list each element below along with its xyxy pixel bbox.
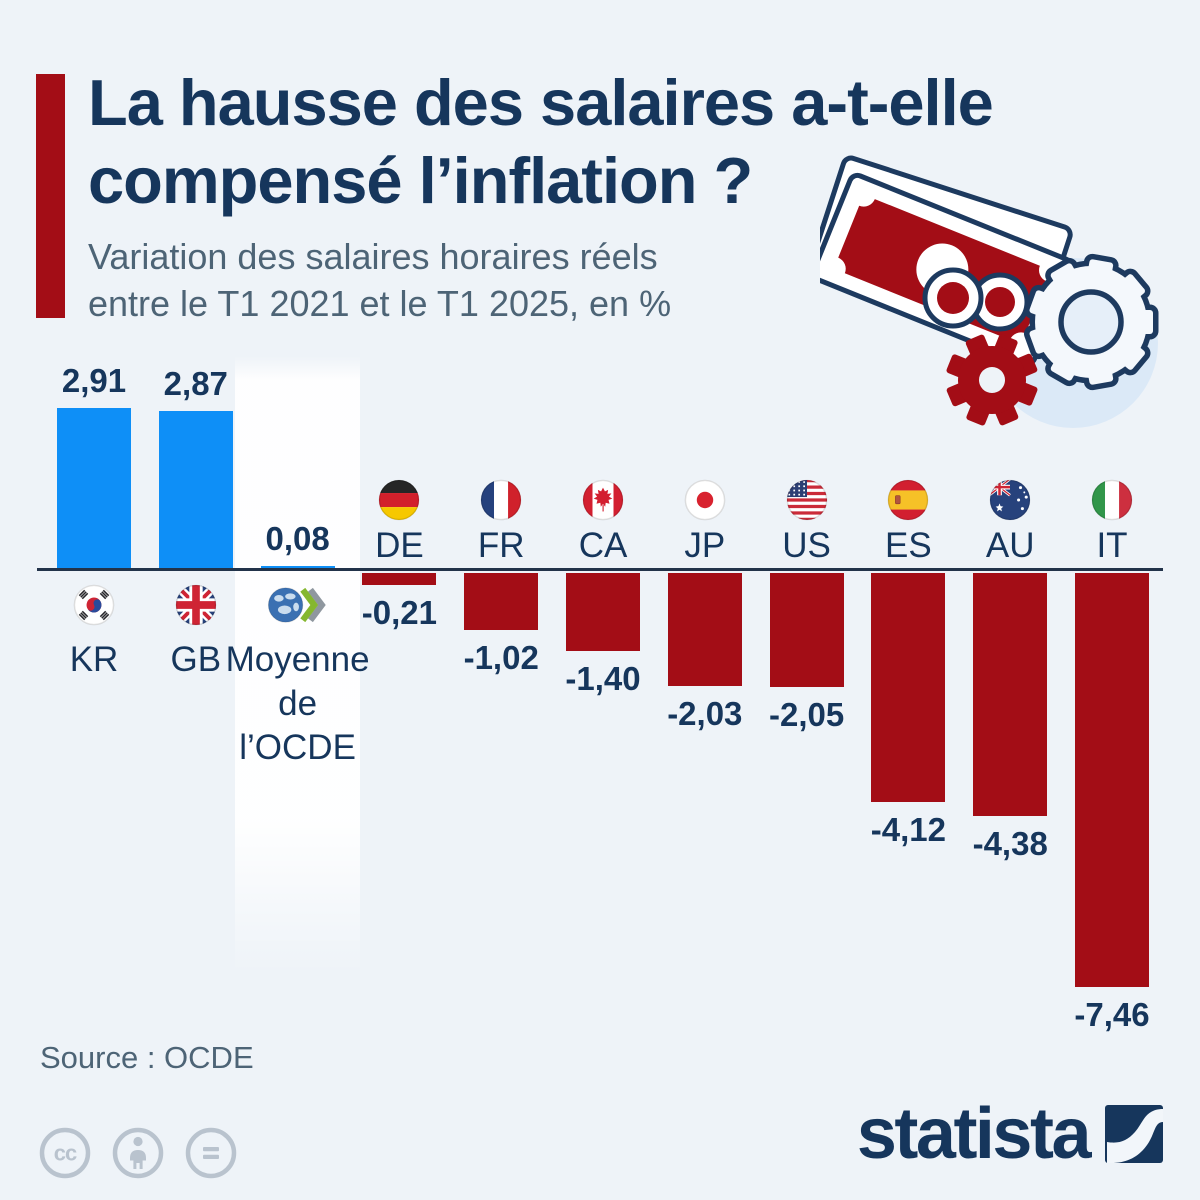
column-fr: -1,02 FR — [450, 340, 552, 1060]
country-label: Moyenne de l’OCDE — [218, 638, 378, 770]
country-label: GB — [170, 640, 222, 679]
ocde-label-line: Moyenne — [225, 640, 370, 679]
money-and-gears-illustration — [820, 155, 1159, 428]
value-label: -2,03 — [667, 694, 743, 732]
column-es: -4,12 ES — [857, 340, 959, 1060]
page-title: La hausse des salaires a-t-elle compensé… — [88, 64, 1088, 220]
column-ocde: 0,08 Moyenne de l’OCDE — [226, 340, 370, 1060]
bar — [362, 573, 437, 585]
column-gb: 2,87 GB — [145, 340, 247, 1060]
column-au: -4,38 — [959, 340, 1061, 1060]
title-line-2: compensé l’inflation ? — [88, 144, 753, 217]
bar — [973, 573, 1048, 817]
country-label: CA — [578, 526, 628, 565]
attribution-icon — [112, 1127, 164, 1179]
bar — [158, 410, 233, 570]
source-label: Source : OCDE — [40, 1040, 254, 1075]
statista-wordmark: statista — [856, 1094, 1092, 1174]
subtitle-line-2: entre le T1 2021 et le T1 2025, en % — [88, 282, 672, 324]
chart-subtitle: Variation des salaires horaires réels en… — [88, 234, 1088, 328]
france-flag-icon — [480, 479, 522, 521]
italy-flag-icon — [1091, 479, 1133, 521]
bar — [57, 408, 131, 570]
country-label: IT — [1096, 526, 1128, 565]
united-states-flag-icon — [786, 479, 828, 521]
canada-flag-icon — [582, 479, 624, 521]
zero-baseline — [37, 568, 1163, 571]
statista-logo: statista — [857, 1098, 1163, 1170]
svg-text:cc: cc — [54, 1141, 77, 1166]
bar — [1075, 573, 1149, 988]
country-label: KR — [69, 640, 119, 679]
country-label: AU — [985, 526, 1035, 565]
header: La hausse des salaires a-t-elle compensé… — [88, 64, 1088, 328]
bar — [667, 573, 742, 686]
oecd-logo-icon — [265, 584, 331, 626]
country-label: US — [782, 526, 831, 565]
south-korea-flag-icon — [73, 584, 115, 626]
country-label: FR — [477, 526, 525, 565]
outline-gear-icon — [1023, 253, 1159, 391]
country-label: ES — [885, 526, 932, 565]
no-derivatives-icon — [185, 1127, 237, 1179]
country-label: JP — [684, 526, 726, 565]
license-icons: cc — [38, 1126, 238, 1180]
bar-chart: 2,91 — [37, 340, 1163, 1060]
australia-flag-icon — [989, 479, 1031, 521]
title-line-1: La hausse des salaires a-t-elle — [88, 66, 994, 139]
coins-icon — [922, 267, 1030, 332]
japan-flag-icon — [684, 479, 726, 521]
value-label: -1,40 — [565, 659, 641, 697]
bar — [871, 573, 946, 802]
bar — [260, 565, 335, 570]
value-label: -4,12 — [870, 810, 946, 848]
bar — [566, 573, 640, 651]
value-label: 0,08 — [265, 519, 330, 557]
value-label: 2,91 — [61, 362, 127, 400]
ocde-label-line: l’OCDE — [239, 728, 356, 767]
ocde-label-line: de — [278, 684, 318, 723]
united-kingdom-flag-icon — [175, 584, 217, 626]
column-it: -7,46 IT — [1061, 340, 1163, 1060]
column-kr: 2,91 — [43, 340, 145, 1060]
germany-flag-icon — [378, 479, 420, 521]
statista-mark-icon — [1105, 1105, 1163, 1163]
value-label: -0,21 — [361, 593, 437, 631]
value-label: -2,05 — [768, 695, 845, 733]
column-us: -2,05 — [756, 340, 858, 1060]
value-label: 2,87 — [163, 364, 228, 402]
value-label: -4,38 — [972, 825, 1048, 863]
column-jp: -2,03 JP — [654, 340, 756, 1060]
subtitle-line-1: Variation des salaires horaires réels — [88, 236, 658, 277]
red-gear-icon — [946, 334, 1038, 426]
title-accent-bar — [36, 74, 65, 318]
value-label: -1,02 — [463, 638, 539, 676]
bar — [769, 573, 844, 687]
oecd-highlight-band — [235, 356, 360, 974]
column-de: -0,21 DE — [348, 340, 450, 1060]
column-ca: -1,40 CA — [552, 340, 654, 1060]
spain-flag-icon — [887, 479, 929, 521]
cc-icon: cc — [39, 1127, 91, 1179]
bar — [464, 573, 539, 630]
value-label: -7,46 — [1074, 996, 1150, 1034]
country-label: DE — [375, 526, 424, 565]
